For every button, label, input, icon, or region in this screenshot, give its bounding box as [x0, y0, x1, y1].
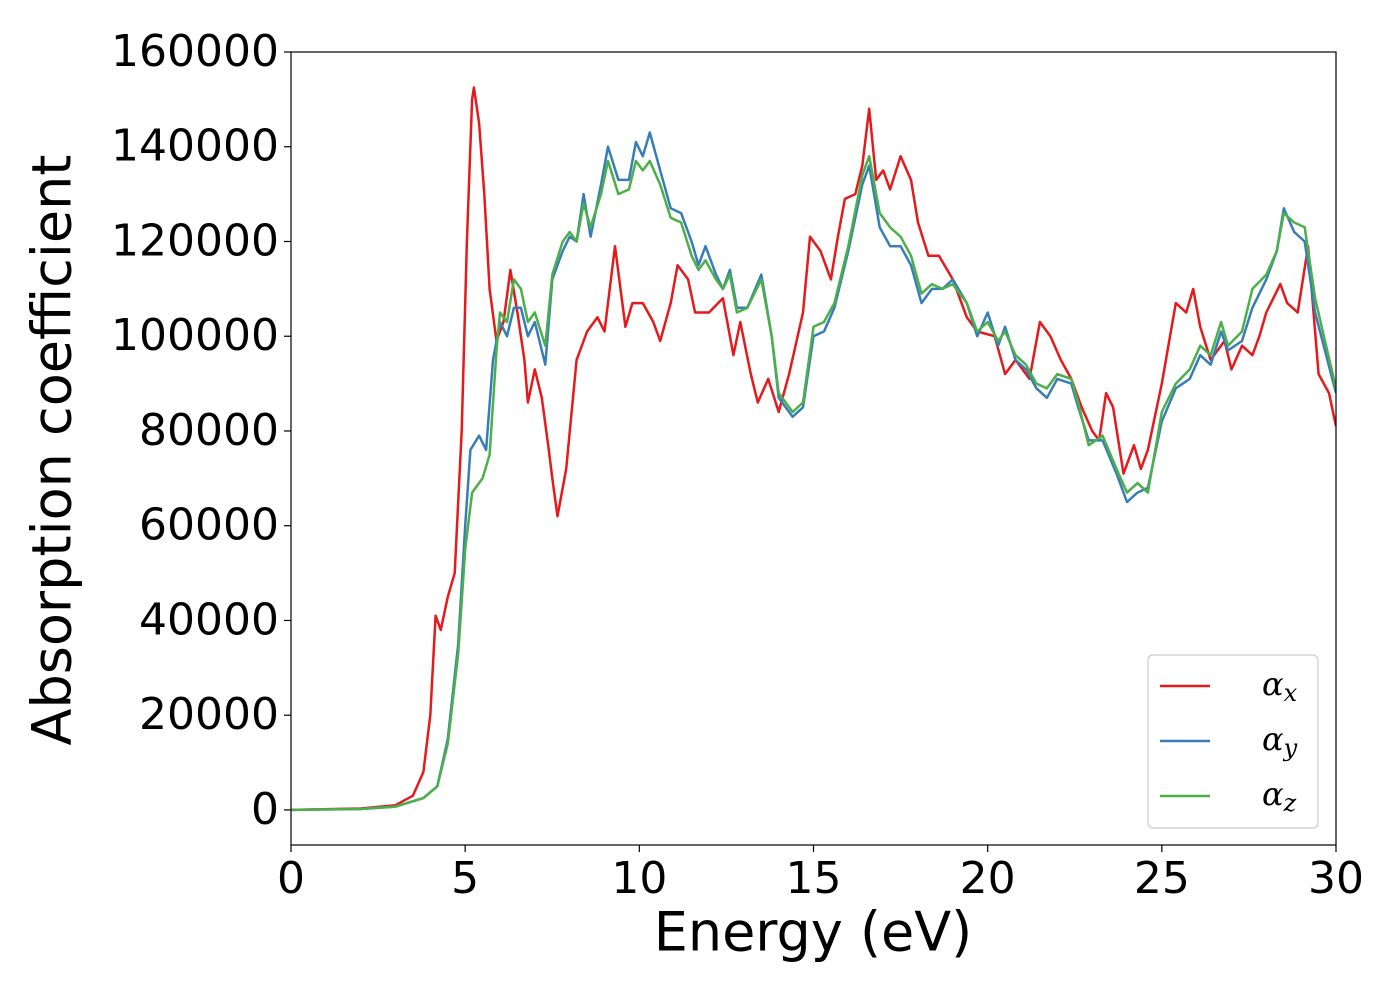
x-tick-label: 0 — [277, 853, 305, 904]
y-tick-label: 160000 — [111, 26, 279, 77]
y-axis-label: Absorption coefficient — [21, 155, 84, 746]
x-tick-label: 5 — [451, 853, 479, 904]
y-tick-label: 140000 — [111, 121, 279, 172]
legend-label-main: α — [1262, 775, 1284, 813]
x-tick-label: 25 — [1134, 853, 1190, 904]
legend-label: αy — [1262, 720, 1298, 762]
x-tick-label: 30 — [1308, 853, 1364, 904]
legend-box — [1147, 654, 1319, 829]
y-tick-label: 80000 — [139, 405, 279, 456]
x-tick-label: 15 — [786, 853, 842, 904]
y-tick-label: 120000 — [111, 215, 279, 266]
legend-label: αx — [1262, 665, 1298, 707]
plot-frame — [290, 51, 1337, 846]
x-axis-label: Energy (eV) — [654, 901, 973, 964]
legend-label-sub: z — [1283, 789, 1297, 817]
legend-label-main: α — [1262, 665, 1284, 703]
series-line — [291, 154, 1336, 812]
y-tick-label: 20000 — [139, 689, 279, 740]
legend-label-sub: x — [1284, 679, 1298, 707]
legend-label-main: α — [1262, 720, 1284, 758]
x-tick-label: 20 — [960, 853, 1016, 904]
legend-label-sub: y — [1283, 734, 1298, 762]
y-tick-label: 0 — [251, 784, 279, 835]
y-tick-label: 100000 — [111, 310, 279, 361]
y-tick-label: 40000 — [139, 594, 279, 645]
legend-label: αz — [1262, 775, 1297, 817]
y-tick-label: 60000 — [139, 500, 279, 551]
x-tick-label: 10 — [611, 853, 667, 904]
